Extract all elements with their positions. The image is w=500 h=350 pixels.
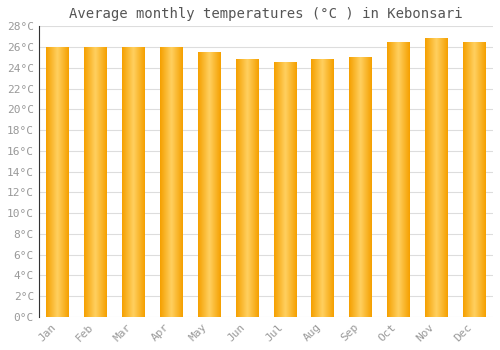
Title: Average monthly temperatures (°C ) in Kebonsari: Average monthly temperatures (°C ) in Ke… — [69, 7, 462, 21]
